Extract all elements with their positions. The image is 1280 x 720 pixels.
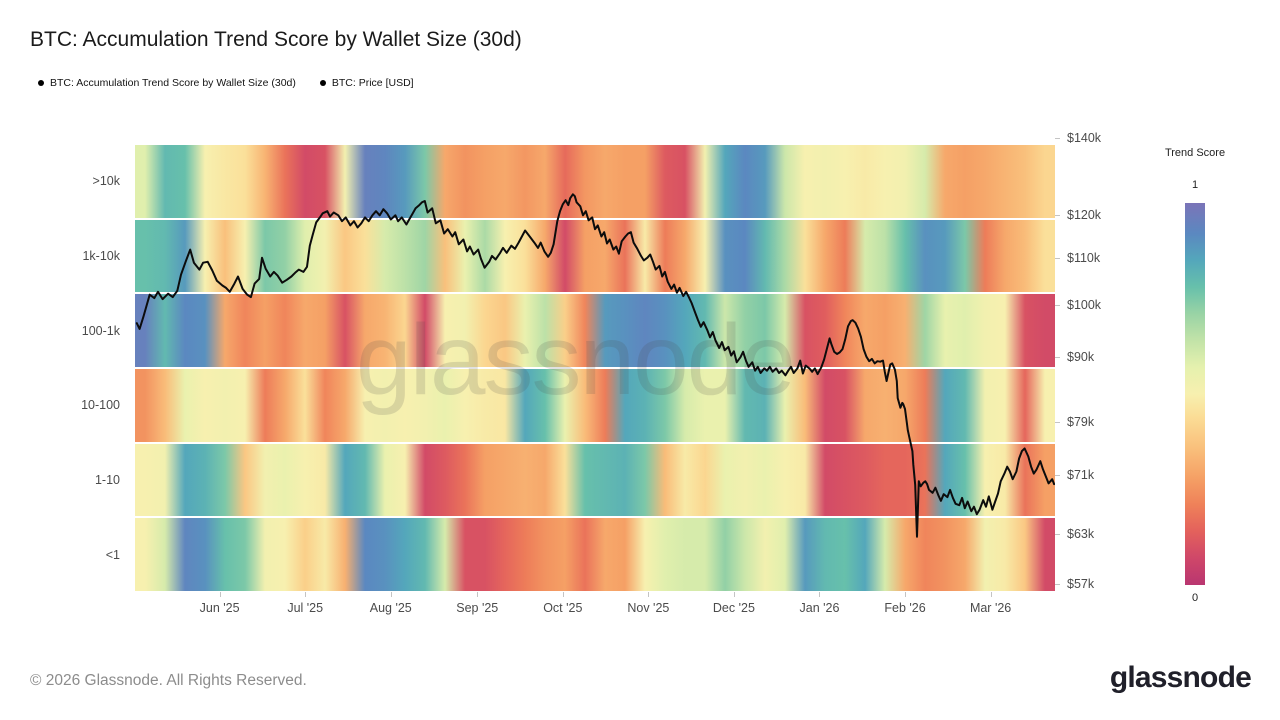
x-axis-label: Oct '25: [543, 601, 583, 615]
heatmap-plot[interactable]: [135, 145, 1055, 592]
wallet-size-label: 100-1k: [81, 323, 120, 338]
wallet-size-label: 1-10: [94, 473, 120, 487]
heatmap-row-1-10[interactable]: [135, 443, 1055, 517]
x-axis-tick: [219, 592, 221, 597]
price-axis-label: $100k: [1067, 298, 1102, 312]
x-axis-tick: [562, 592, 564, 597]
x-axis-label: Jul '25: [287, 601, 324, 615]
heatmap-row-10-100[interactable]: [135, 369, 1055, 442]
price-axis-tick: [1055, 583, 1060, 585]
price-axis-label: $140k: [1067, 131, 1102, 145]
page-title: BTC: Accumulation Trend Score by Wallet …: [30, 28, 522, 51]
wallet-size-label: <1: [105, 547, 120, 562]
price-axis-tick: [1055, 257, 1060, 259]
x-axis-tick: [477, 592, 479, 597]
x-axis-label: Feb '26: [884, 601, 926, 615]
x-axis-label: Aug '25: [369, 601, 412, 615]
colorbar-max-label: 1: [1191, 179, 1199, 191]
x-axis-label: Nov '25: [627, 601, 670, 615]
legend-dot-icon: [38, 80, 44, 86]
legend-label: BTC: Accumulation Trend Score by Wallet …: [50, 77, 296, 89]
x-axis-label: Jan '26: [799, 601, 840, 615]
x-axis-label: Dec '25: [712, 601, 755, 615]
chart-legend: BTC: Accumulation Trend Score by Wallet …: [38, 77, 414, 89]
x-axis-tick: [390, 592, 392, 597]
price-axis-label: $90k: [1067, 350, 1095, 365]
trend-score-colorbar: [1185, 203, 1205, 585]
price-axis-label: $57k: [1067, 576, 1095, 591]
wallet-size-label: >10k: [92, 174, 120, 189]
price-axis-label: $79k: [1067, 414, 1095, 429]
x-axis-tick: [305, 592, 307, 597]
heatmap-row->10k[interactable]: [135, 145, 1055, 218]
x-axis-tick: [733, 592, 735, 597]
price-axis-label: $110k: [1067, 250, 1101, 265]
colorbar-min-label: 0: [1191, 592, 1199, 604]
x-axis-tick: [819, 592, 821, 597]
price-axis-tick: [1055, 214, 1060, 216]
legend-dot-icon: [319, 80, 326, 86]
heatmap-row-<1[interactable]: [135, 518, 1055, 592]
price-axis-label: $71k: [1067, 467, 1095, 482]
glassnode-logo: glassnode: [1109, 661, 1252, 694]
wallet-size-label: 1k-10k: [82, 249, 120, 263]
copyright-text: © 2026 Glassnode. All Rights Reserved.: [30, 672, 307, 689]
price-axis-label: $120k: [1067, 207, 1102, 222]
x-axis-label: Jun '25: [199, 601, 240, 615]
price-axis-tick: [1055, 138, 1060, 139]
x-axis-label: Sep '25: [456, 601, 499, 615]
price-axis-tick: [1055, 357, 1060, 359]
colorbar-title: Trend Score: [1164, 147, 1226, 159]
legend-label: BTC: Price [USD]: [331, 77, 414, 89]
x-axis-tick: [990, 592, 992, 597]
x-axis-tick: [905, 592, 907, 597]
price-axis-tick: [1055, 534, 1060, 536]
price-axis-tick: [1055, 474, 1060, 476]
heatmap-row-100-1k[interactable]: [135, 294, 1055, 368]
legend-item-trend-score[interactable]: BTC: Accumulation Trend Score by Wallet …: [38, 77, 296, 89]
x-axis-label: Mar '26: [969, 601, 1012, 615]
heatmap-row-1k-10k[interactable]: [135, 219, 1055, 293]
price-axis-tick: [1055, 305, 1060, 306]
x-axis-tick: [648, 592, 650, 597]
price-axis-tick: [1055, 421, 1060, 423]
legend-item-price[interactable]: BTC: Price [USD]: [319, 77, 414, 89]
wallet-size-label: 10-100: [81, 398, 120, 413]
price-axis-label: $63k: [1067, 527, 1095, 542]
